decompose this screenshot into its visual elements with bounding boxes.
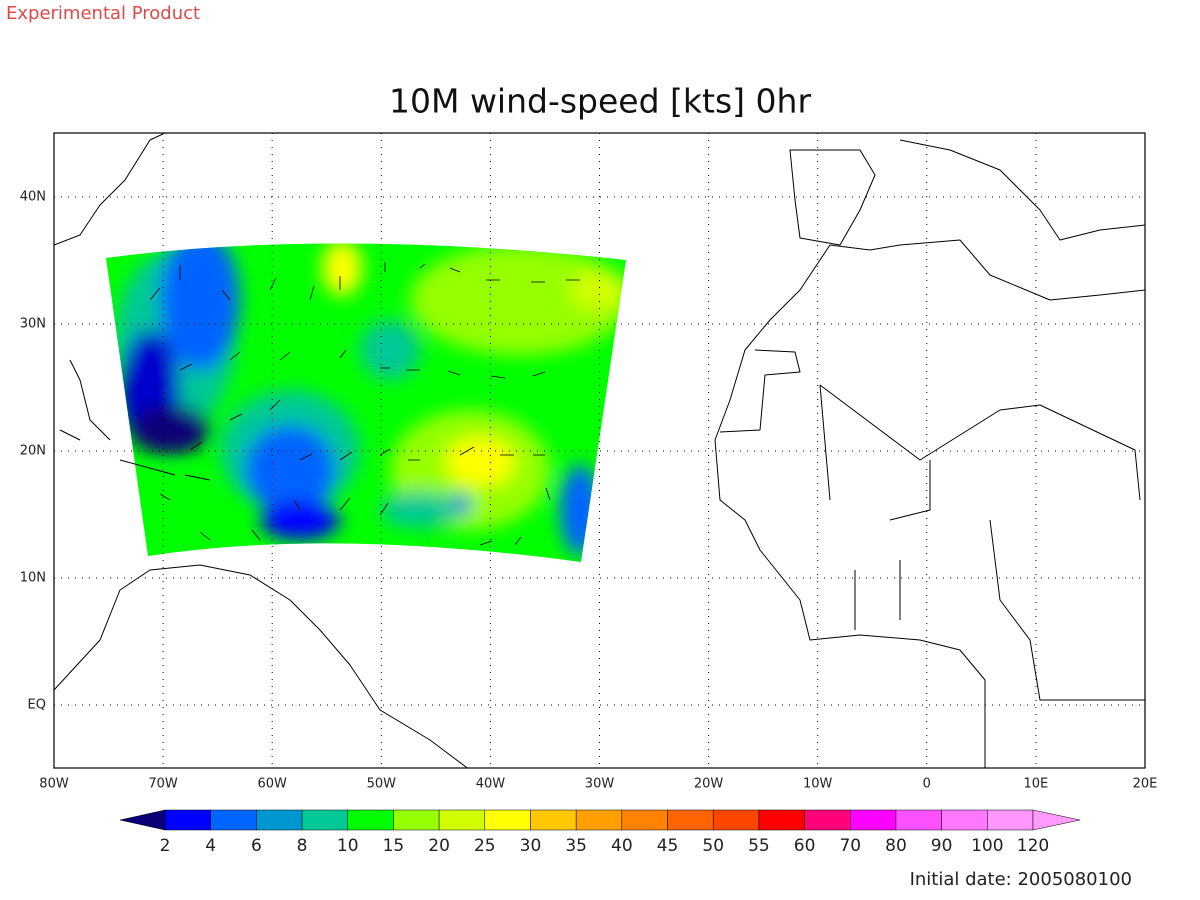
axis-labels: 80W 70W 60W 50W 40W 30W 20W 10W 0 10E 20E 40N 30N 20N… — [20, 190, 1158, 792]
colorbar-label: 55 — [748, 836, 770, 856]
coastlines — [54, 133, 1145, 768]
colorbar-label: 8 — [297, 836, 308, 856]
colorbar-label: 6 — [251, 836, 262, 856]
colorbar-box — [484, 809, 531, 831]
colorbar-box — [210, 809, 257, 831]
colorbar-box — [164, 809, 211, 831]
colorbar-box — [667, 809, 714, 831]
colorbar-label: 40 — [611, 836, 633, 856]
colorbar-box — [621, 809, 668, 831]
lat-label: 30N — [20, 317, 46, 332]
lon-label: 70W — [148, 777, 178, 792]
colorbar-box — [301, 809, 348, 831]
lon-label: 50W — [367, 777, 397, 792]
colorbar-label: 25 — [474, 836, 496, 856]
colorbar-box — [575, 809, 623, 831]
lon-label: 30W — [585, 777, 615, 792]
colorbar-box — [987, 809, 1034, 831]
lon-label: 80W — [39, 777, 69, 792]
lon-label: 60W — [257, 777, 287, 792]
colorbar-box — [438, 809, 486, 831]
colorbar: 2 4 6 8 10 15 20 25 30 35 40 45 50 55 60 70 80 90 100 120 — [119, 809, 1081, 856]
colorbar-box — [941, 809, 988, 831]
colorbar-label: 2 — [160, 836, 171, 856]
lat-label: 10N — [20, 571, 46, 586]
colorbar-label: 80 — [885, 836, 907, 856]
lat-label: 20N — [20, 444, 46, 459]
colorbar-box — [712, 809, 760, 831]
colorbar-under — [119, 809, 166, 831]
colorbar-box — [256, 809, 303, 831]
product-label: Experimental Product — [6, 3, 200, 24]
initial-date: Initial date: 2005080100 — [910, 869, 1132, 890]
colorbar-label: 15 — [383, 836, 405, 856]
lat-label: 40N — [20, 190, 46, 205]
colorbar-box — [530, 809, 577, 831]
lon-label: 10W — [803, 777, 833, 792]
colorbar-label: 10 — [337, 836, 359, 856]
lon-label: 0 — [923, 777, 931, 792]
colorbar-label: 30 — [520, 836, 542, 856]
colorbar-box — [758, 809, 805, 831]
lon-label: 10E — [1024, 777, 1049, 792]
colorbar-label: 90 — [931, 836, 953, 856]
colorbar-label: 4 — [205, 836, 216, 856]
graticule — [54, 133, 1145, 768]
lon-label: 20W — [694, 777, 724, 792]
lon-label: 40W — [476, 777, 506, 792]
wind-field — [106, 243, 626, 562]
colorbar-label: 100 — [971, 836, 1003, 856]
map-frame — [53, 132, 1146, 769]
colorbar-over — [1032, 809, 1081, 831]
colorbar-label: 50 — [702, 836, 724, 856]
colorbar-label: 45 — [657, 836, 679, 856]
colorbar-box — [804, 809, 851, 831]
colorbar-label: 35 — [565, 836, 587, 856]
colorbar-label: 20 — [428, 836, 450, 856]
lat-label: EQ — [28, 698, 46, 713]
map-title: 10M wind-speed [kts] 0hr — [389, 82, 811, 121]
colorbar-label: 120 — [1017, 836, 1049, 856]
colorbar-label: 60 — [794, 836, 816, 856]
colorbar-box — [895, 809, 942, 831]
colorbar-box — [393, 809, 440, 831]
colorbar-label: 70 — [839, 836, 861, 856]
colorbar-box — [850, 809, 897, 831]
lon-label: 20E — [1133, 777, 1158, 792]
colorbar-box — [347, 809, 394, 831]
